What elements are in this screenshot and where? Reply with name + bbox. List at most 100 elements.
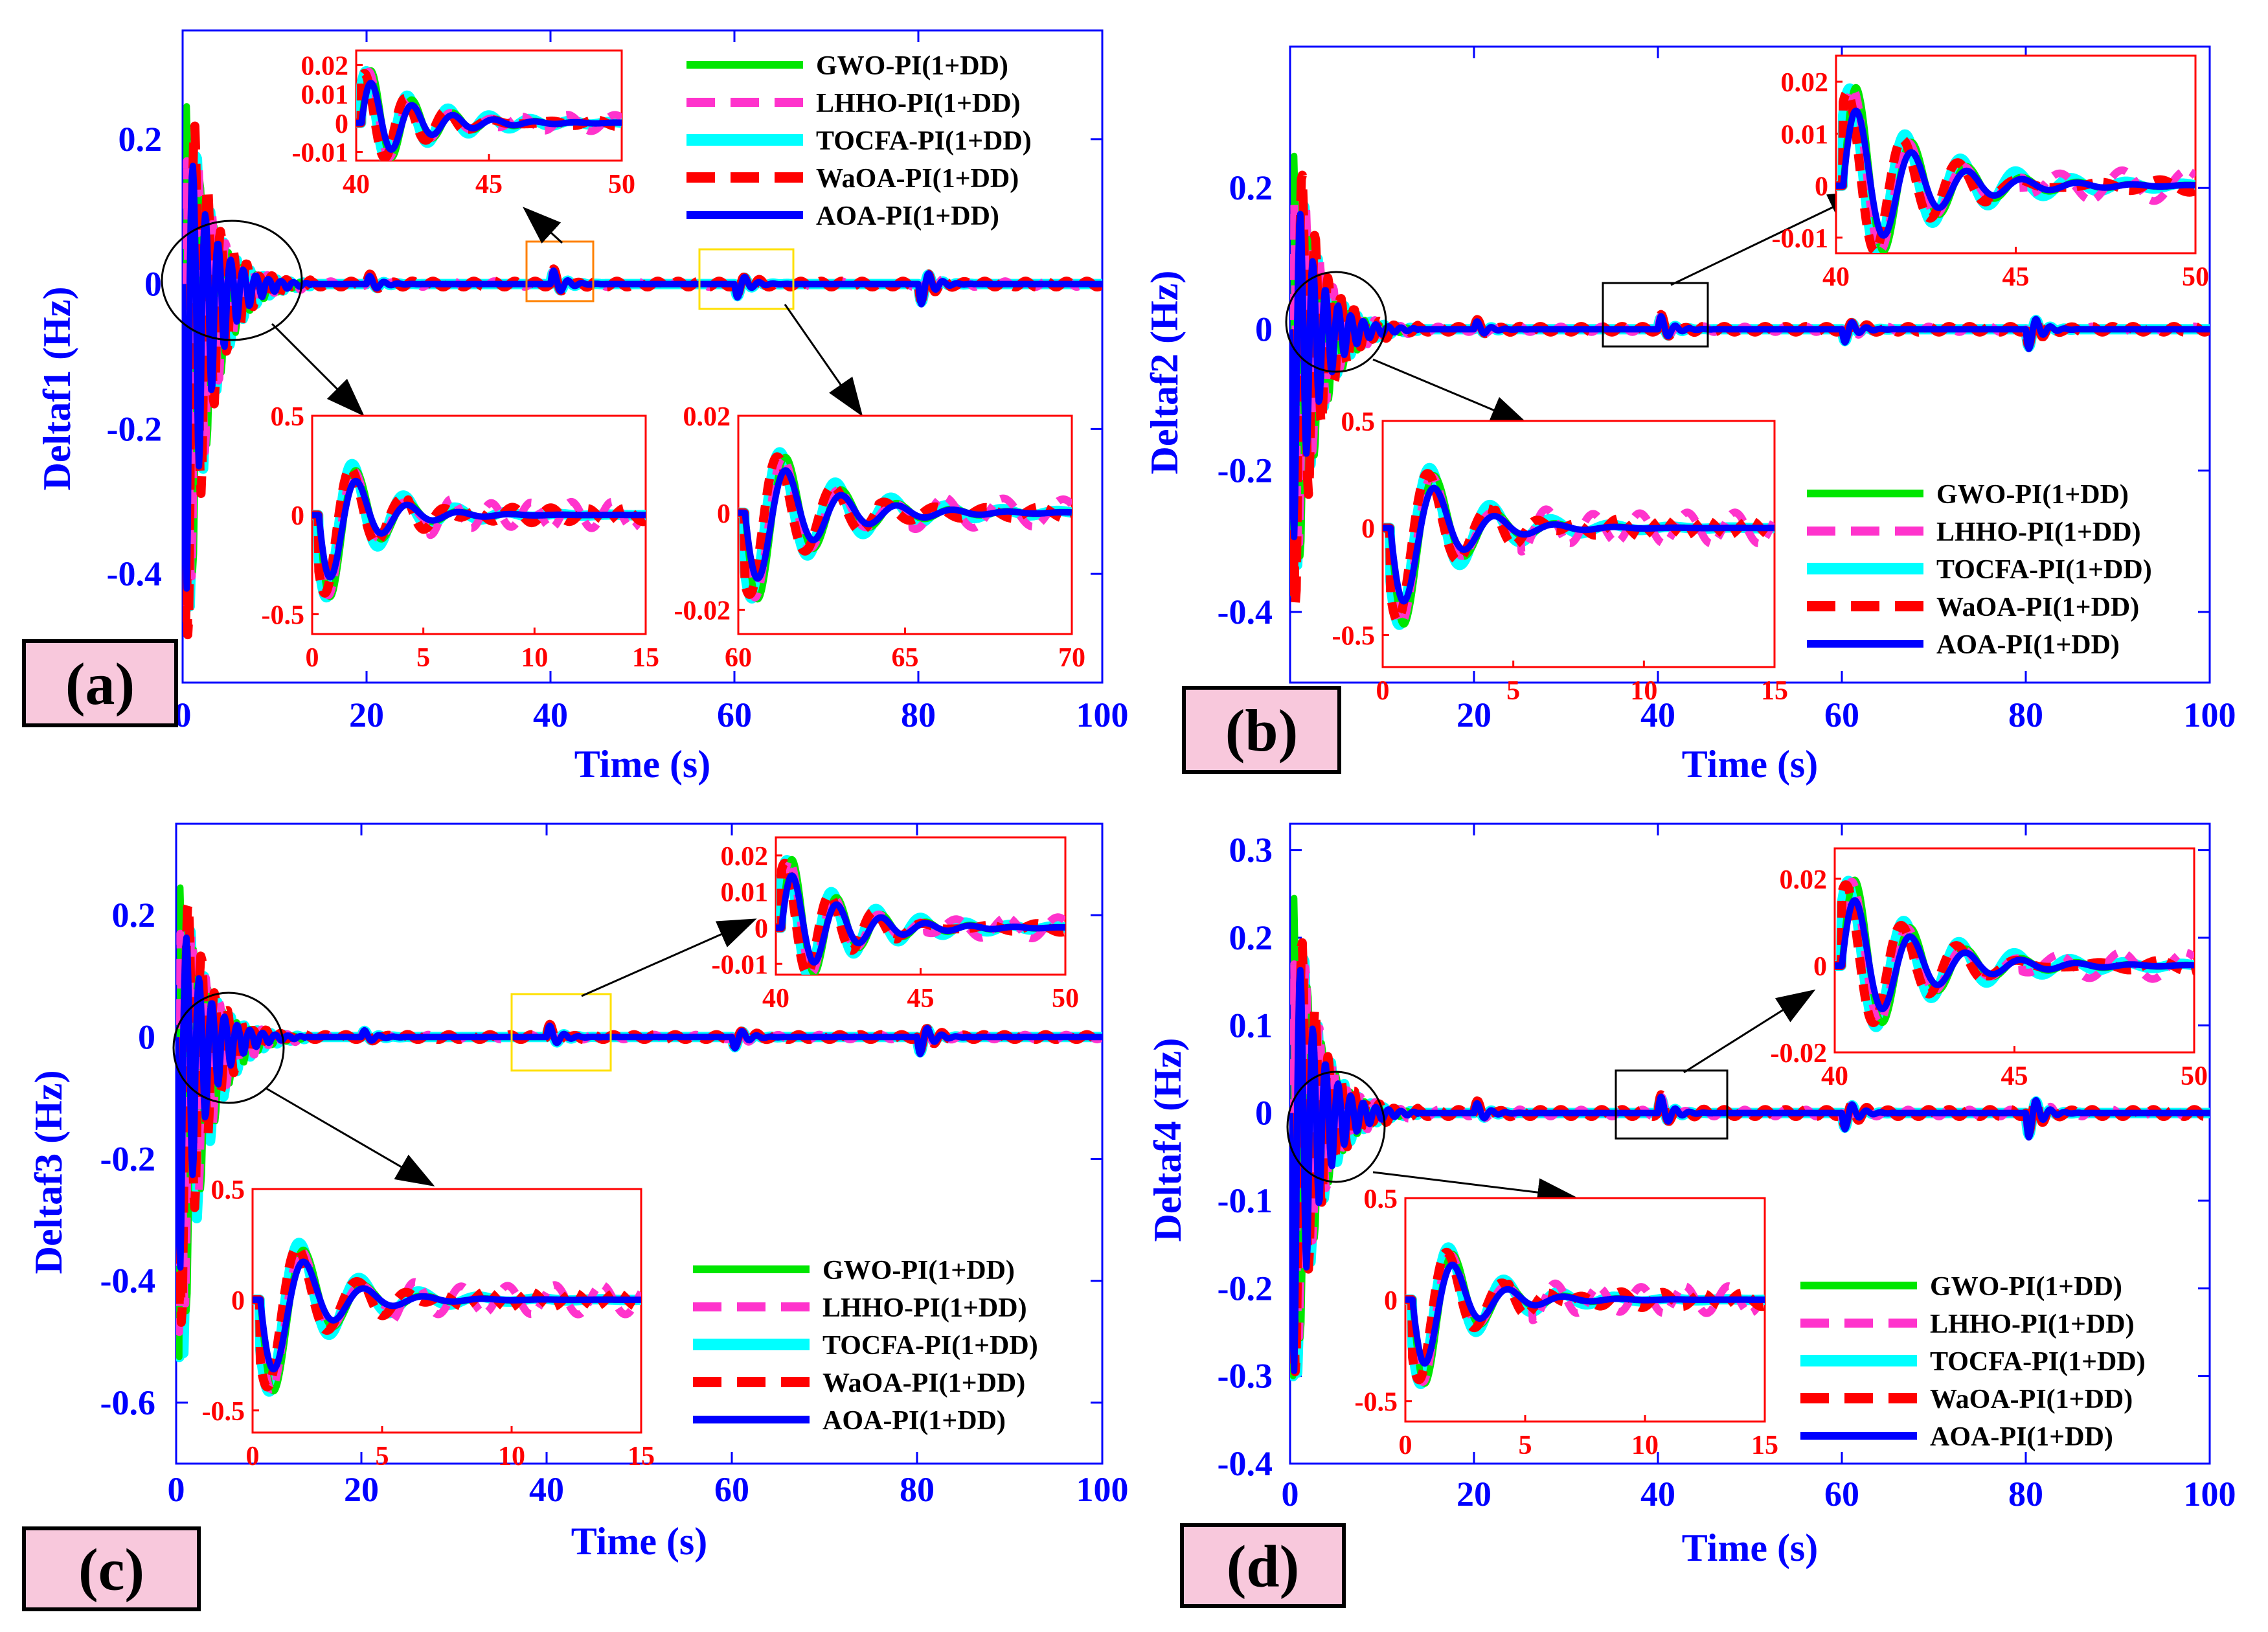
legend: GWO-PI(1+DD) LHHO-PI(1+DD) TOCFA-PI(1+DD) W…: [1800, 1272, 2146, 1452]
x-tick-label: 40: [529, 1470, 564, 1509]
zoom-circle: [172, 992, 285, 1104]
x-tick-label: 20: [1457, 1475, 1491, 1513]
inset-plot: 60 65 70 0.02 0 -0.02: [674, 402, 1086, 673]
legend-label: AOA-PI(1+DD): [822, 1406, 1006, 1436]
y-tick-label: 0.2: [119, 120, 163, 159]
series-group: [1290, 894, 2210, 1381]
inset-y-tick-label: 0: [291, 501, 304, 531]
legend-label: GWO-PI(1+DD): [822, 1256, 1015, 1286]
inset-y-tick-label: -0.5: [202, 1397, 245, 1427]
inset-x-tick-label: 15: [1761, 676, 1788, 706]
inset-x-tick-label: 10: [521, 643, 548, 673]
series-line-waoa: [253, 1243, 641, 1392]
y-tick-label: -0.3: [1218, 1357, 1273, 1396]
y-tick-label: 0.2: [1229, 168, 1273, 207]
inset-x-tick-label: 70: [1058, 643, 1085, 673]
y-tick-label: -0.2: [107, 409, 162, 448]
legend-label: GWO-PI(1+DD): [816, 51, 1008, 81]
inset-plot: 0 5 10 150.50-0.5: [262, 402, 660, 673]
panel-badge-label: (c): [78, 1537, 144, 1603]
inset-x-tick-label: 40: [1822, 262, 1850, 292]
inset-x-tick-label: 5: [1506, 676, 1520, 706]
inset-y-tick-label: 0.02: [721, 842, 769, 872]
inset-y-tick-label: -0.02: [674, 596, 731, 626]
x-tick-label: 80: [2008, 1475, 2043, 1513]
inset-y-tick-label: -0.01: [1772, 224, 1829, 254]
x-tick-label: 20: [1457, 696, 1491, 734]
panel-badge: [1180, 1523, 1346, 1608]
legend: GWO-PI(1+DD) LHHO-PI(1+DD) TOCFA-PI(1+DD) W…: [693, 1256, 1038, 1436]
zoom-arrow: [271, 323, 365, 416]
y-tick-label: -0.4: [1218, 593, 1273, 631]
series-group: [176, 884, 1102, 1363]
panel-badge: [22, 639, 178, 727]
legend-label: TOCFA-PI(1+DD): [1936, 555, 2152, 585]
inset-x-tick-label: 45: [2001, 1061, 2028, 1091]
inset-x-tick-label: 45: [907, 984, 935, 1014]
legend-label: LHHO-PI(1+DD): [1936, 517, 2141, 547]
series-group: [183, 103, 1102, 640]
zoom-arrow: [581, 918, 757, 997]
x-axis-label: Time (s): [1682, 743, 1819, 786]
x-tick-label: 100: [2184, 696, 2236, 734]
series-line-aoa: [1290, 210, 2210, 541]
legend-label: WaOA-PI(1+DD): [1936, 593, 2139, 622]
x-tick-label: 100: [2184, 1475, 2236, 1513]
inset-x-tick-label: 45: [2002, 262, 2030, 292]
x-tick-label: 20: [344, 1470, 379, 1509]
legend-label: TOCFA-PI(1+DD): [816, 126, 1032, 156]
inset-y-tick-label: 0.02: [1781, 68, 1829, 98]
series-line-aoa: [1383, 484, 1775, 605]
panel-badge-label: (b): [1225, 697, 1298, 764]
inset-x-tick-label: 50: [608, 170, 635, 199]
series-line-aoa: [1835, 897, 2194, 1013]
inset-x-tick-label: 45: [475, 170, 503, 199]
inset-x-tick-label: 15: [632, 643, 659, 673]
inset-y-tick-label: 0: [1361, 514, 1375, 544]
inset-plot: 40 45 50 0.02 0.01 0 -0.01: [712, 836, 1079, 1014]
chart-panel-d: 0 20 40 60 80 1000.30.20.10-0.1-0.2-0.3-0.4Ti…: [1146, 822, 2236, 1608]
inset-x-tick-label: 50: [1052, 984, 1079, 1014]
inset-y-tick-label: 0.01: [301, 80, 349, 110]
inset-x-tick-label: 65: [892, 643, 919, 673]
y-tick-label: 0.2: [112, 896, 156, 935]
legend-label: LHHO-PI(1+DD): [1930, 1309, 2135, 1339]
y-tick-label: -0.1: [1218, 1181, 1273, 1220]
panel-badge: [22, 1526, 201, 1611]
x-tick-label: 40: [1640, 696, 1675, 734]
inset-x-tick-label: 50: [2181, 1061, 2208, 1091]
x-tick-label: 0: [168, 1470, 185, 1509]
inset-x-tick-label: 15: [628, 1442, 655, 1471]
y-tick-label: 0: [1255, 1094, 1273, 1133]
series-line-aoa: [183, 163, 1102, 592]
y-tick-label: -0.6: [100, 1383, 155, 1422]
inset-x-tick-label: 10: [498, 1442, 525, 1471]
inset-x-tick-label: 5: [1519, 1431, 1532, 1460]
series-line-waoa: [1405, 1247, 1765, 1385]
inset-y-tick-label: -0.5: [1355, 1388, 1398, 1418]
zoom-arrow: [265, 1087, 435, 1187]
y-tick-label: -0.2: [1218, 451, 1273, 490]
inset-x-tick-label: 10: [1630, 676, 1657, 706]
series-line-aoa: [1405, 1262, 1765, 1367]
x-tick-label: 100: [1076, 1470, 1129, 1509]
inset-y-tick-label: 0.5: [1341, 407, 1376, 437]
inset-plot: 40 45 50 0.02 0.01 0 -0.01: [1772, 54, 2209, 292]
legend-label: WaOA-PI(1+DD): [816, 164, 1019, 194]
inset-x-tick-label: 10: [1631, 1431, 1659, 1460]
series-line-waoa: [312, 464, 646, 598]
inset-plot: 0 5 10 150.50-0.5: [202, 1175, 655, 1471]
zoom-box: [1602, 282, 1709, 348]
series-line-lhho: [1405, 1251, 1765, 1386]
series-line-waoa: [738, 452, 1072, 599]
y-tick-label: 0.3: [1229, 831, 1273, 870]
legend-label: GWO-PI(1+DD): [1936, 480, 2129, 510]
x-tick-label: 60: [714, 1470, 749, 1509]
x-tick-label: 60: [717, 696, 752, 734]
x-tick-label: 80: [901, 696, 936, 734]
x-tick-label: 80: [900, 1470, 935, 1509]
series-group: [1290, 152, 2210, 609]
inset-y-tick-label: -0.02: [1771, 1039, 1828, 1069]
inset-frame: [737, 414, 1073, 635]
